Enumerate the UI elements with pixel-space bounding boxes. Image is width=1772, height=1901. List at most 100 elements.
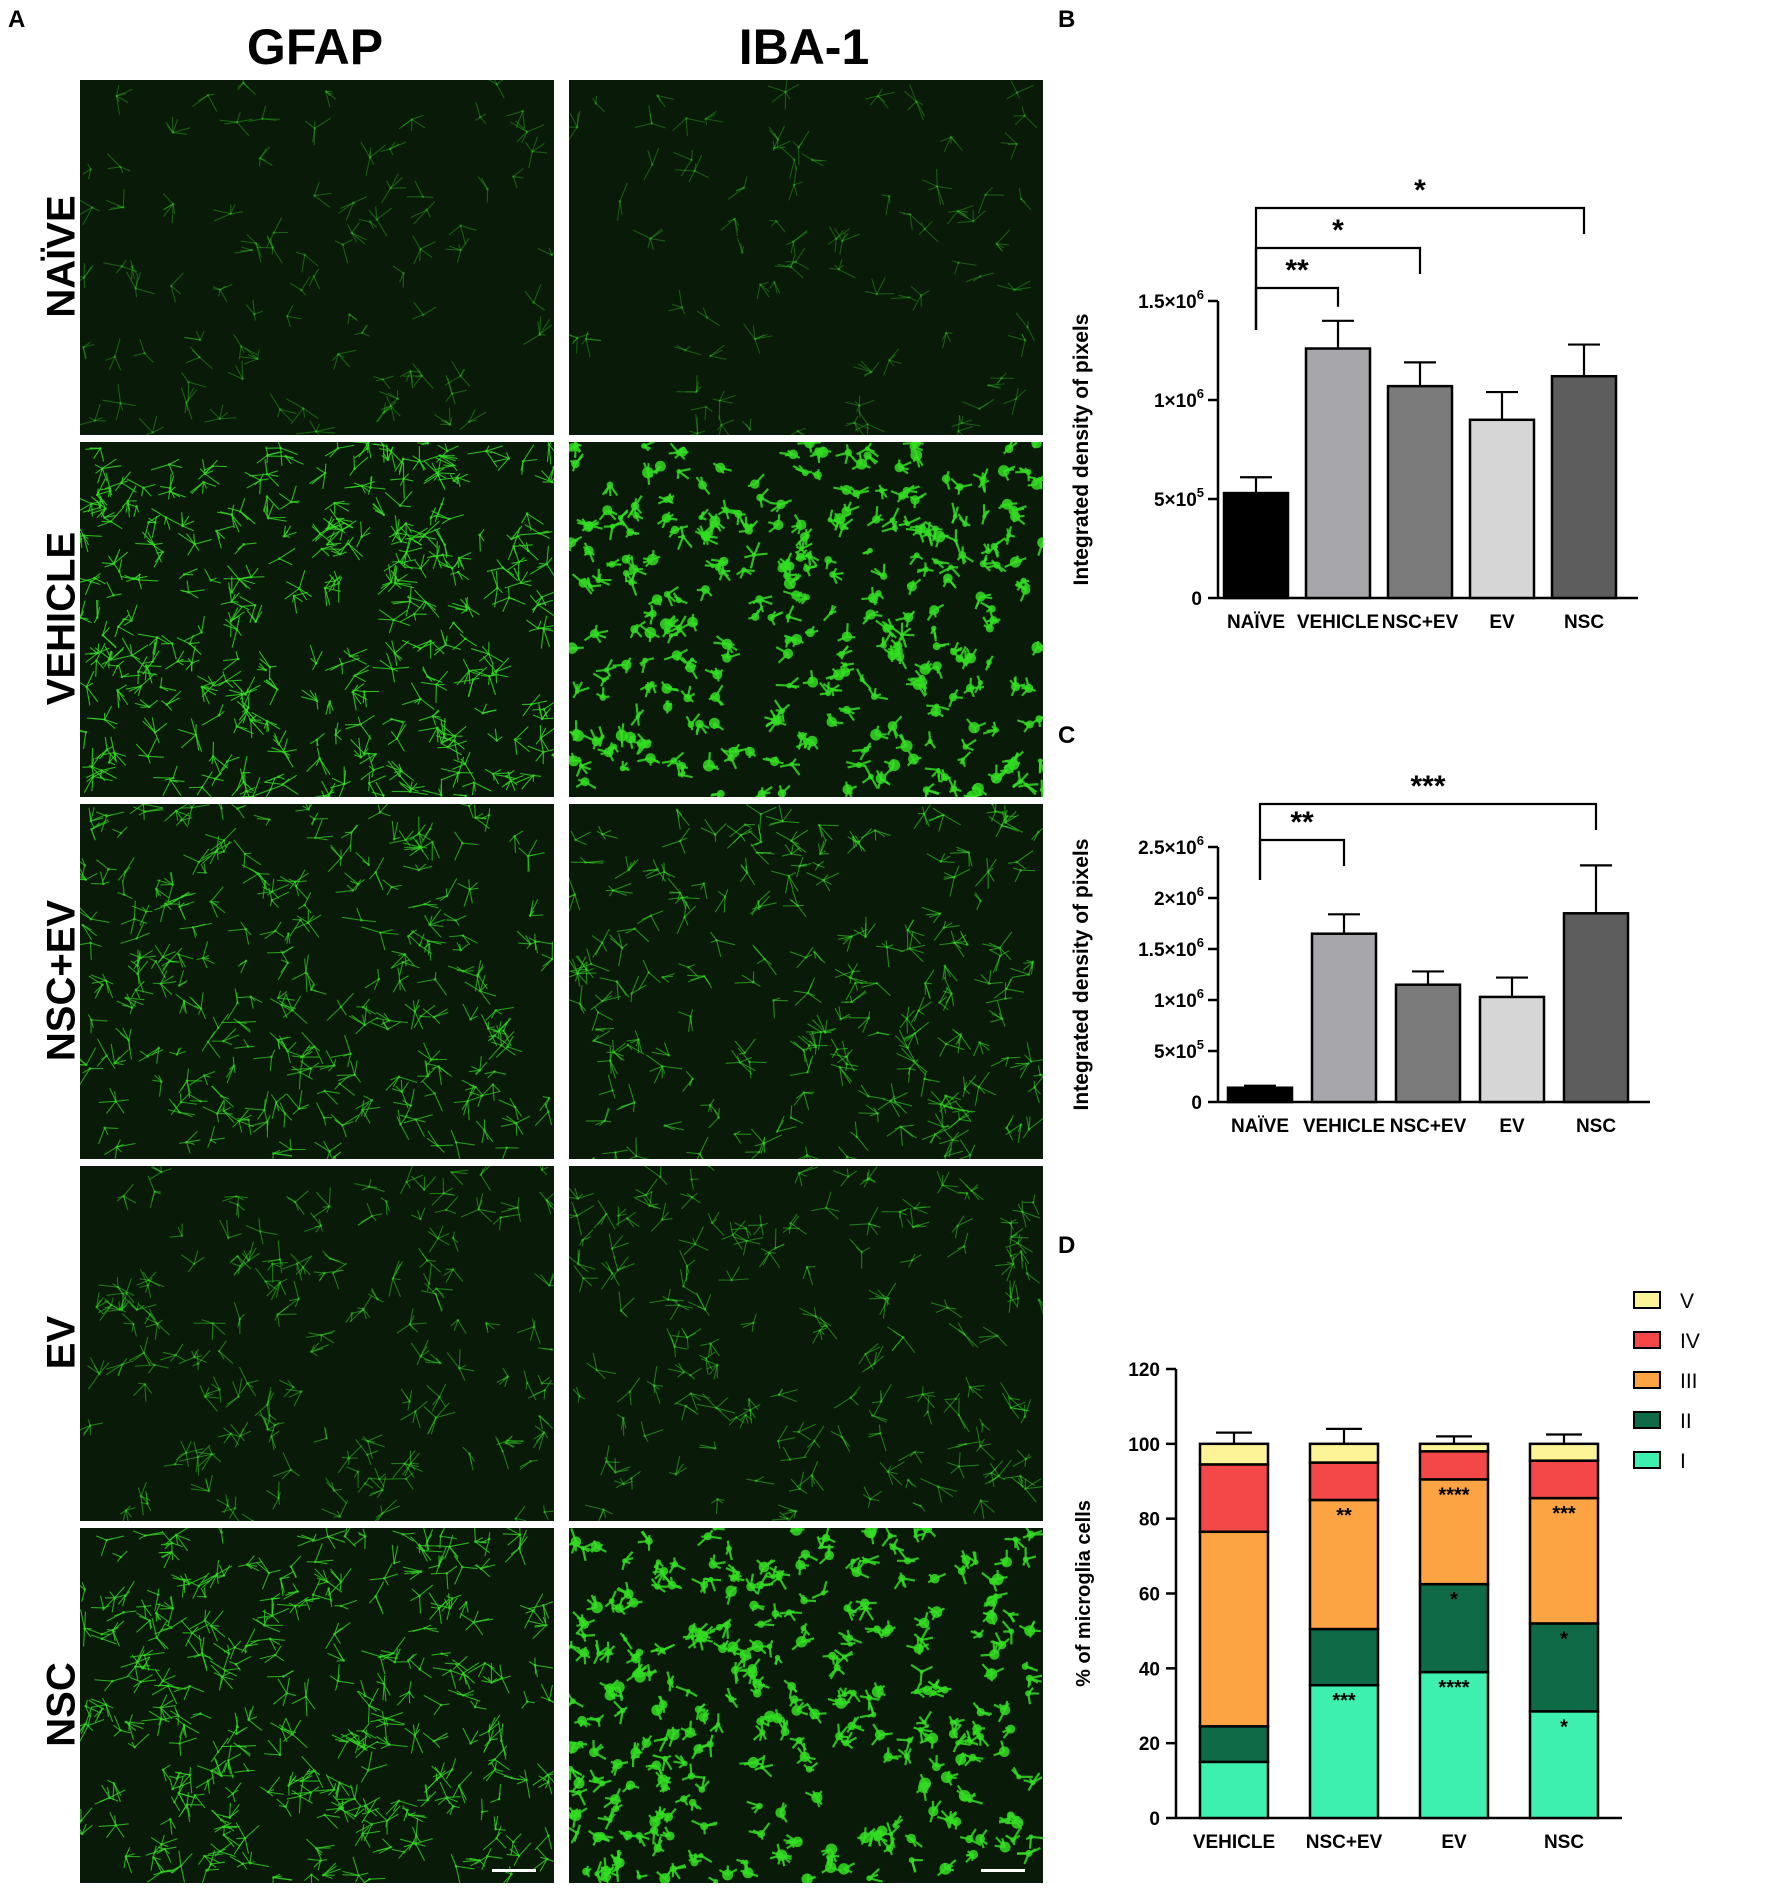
chart-c: 0 5×105 1×106 1.5×106 2×106 2.5×106 Integrated…	[1070, 770, 1650, 1137]
x-tick-label-3: EV	[1499, 1116, 1525, 1137]
star-I-3: *	[1560, 1716, 1568, 1738]
x-tick-label-1: VEHICLE	[1297, 612, 1379, 633]
segment-V-2	[1418, 1442, 1490, 1453]
y-axis-label: % of microglia cells	[1073, 1500, 1095, 1687]
bar-2	[1394, 983, 1462, 1104]
segment-IV-0	[1198, 1463, 1270, 1534]
chart-b: 0 5×105 1×106 1.5×106 Integrated density of …	[1070, 174, 1638, 633]
y-axis-label: Integrated density of pixels	[1070, 314, 1093, 586]
legend-swatch-V	[1633, 1291, 1661, 1309]
segment-III-0	[1198, 1530, 1270, 1728]
legend-label-IV: IV	[1680, 1330, 1700, 1353]
x-tick-label-4: NSC	[1564, 612, 1604, 633]
row-label-0: NAÏVE	[39, 194, 84, 318]
significance-label-1: ***	[1410, 770, 1445, 803]
x-tick-label-4: NSC	[1576, 1116, 1616, 1137]
bar-0	[1226, 1086, 1294, 1104]
micrograph-iba1-nsc	[569, 1528, 1043, 1883]
segment-II-1	[1308, 1627, 1380, 1687]
segment-IV-3	[1528, 1459, 1600, 1500]
x-tick-label-1: VEHICLE	[1303, 1116, 1385, 1137]
micrograph-gfap-ev	[80, 1166, 554, 1521]
significance-label-0: **	[1285, 254, 1309, 287]
segment-III-2	[1418, 1478, 1490, 1586]
legend-label-II: II	[1680, 1410, 1692, 1433]
segment-IV-1	[1308, 1461, 1380, 1502]
significance-label-2: *	[1414, 174, 1426, 207]
star-II-2: *	[1450, 1589, 1458, 1611]
micrograph-iba1-ev	[569, 1166, 1043, 1521]
chart-d: 0 20 40 60 80 100 120 % of microglia cells VEHIC…	[1073, 1290, 1700, 1853]
micrograph-gfap-vehicle	[80, 442, 554, 797]
segment-IV-2	[1418, 1450, 1490, 1481]
micrograph-gfap-nsc-ev	[80, 804, 554, 1159]
significance-bracket-1	[1258, 802, 1598, 880]
bar-4	[1562, 912, 1630, 1104]
bar-1	[1310, 932, 1378, 1104]
star-III-3: ***	[1552, 1503, 1576, 1525]
x-tick-label-0: NAÏVE	[1227, 612, 1285, 633]
x-tick-label-3: NSC	[1544, 1832, 1584, 1853]
legend-label-I: I	[1680, 1450, 1686, 1473]
star-II-3: *	[1560, 1628, 1568, 1650]
legend-swatch-IV	[1633, 1331, 1661, 1349]
micrograph-iba1-vehicle	[569, 442, 1043, 797]
y-tick-label-5: 100	[1128, 1435, 1160, 1456]
segment-V-3	[1528, 1442, 1600, 1462]
bar-3	[1478, 995, 1546, 1104]
micrograph-gfap-nsc	[80, 1528, 554, 1883]
y-tick-label-2: 40	[1139, 1659, 1160, 1680]
x-tick-label-0: NAÏVE	[1231, 1116, 1289, 1137]
significance-bracket-0	[1258, 838, 1346, 880]
row-label-3: EV	[39, 1315, 84, 1369]
legend-label-III: III	[1680, 1370, 1698, 1393]
x-tick-label-2: NSC+EV	[1382, 612, 1459, 633]
star-I-2: ****	[1438, 1677, 1469, 1699]
y-tick-label-4: 80	[1139, 1510, 1160, 1531]
x-tick-label-3: EV	[1489, 612, 1515, 633]
micrograph-iba1-nsc-ev	[569, 804, 1043, 1159]
column-header-gfap: GFAP	[246, 19, 384, 75]
row-label-4: NSC	[39, 1661, 84, 1747]
y-tick-label-4: 2×106	[1154, 884, 1204, 910]
y-tick-label-0: 0	[1191, 1093, 1202, 1114]
significance-label-0: **	[1290, 806, 1314, 839]
bar-3	[1468, 418, 1536, 600]
bar-0	[1222, 491, 1290, 600]
y-tick-label-2: 1×106	[1154, 386, 1204, 412]
significance-bracket-2	[1254, 206, 1586, 330]
y-tick-label-3: 1.5×106	[1138, 935, 1204, 961]
segment-I-1	[1308, 1683, 1380, 1820]
y-tick-label-2: 1×106	[1154, 986, 1204, 1012]
y-tick-label-3: 1.5×106	[1138, 287, 1204, 313]
star-III-1: **	[1336, 1505, 1352, 1527]
segment-II-0	[1198, 1725, 1270, 1764]
significance-label-1: *	[1332, 214, 1344, 247]
legend-swatch-I	[1633, 1451, 1661, 1469]
scale-bar	[492, 1869, 536, 1872]
y-tick-label-0: 0	[1191, 589, 1202, 610]
x-tick-label-2: NSC+EV	[1390, 1116, 1467, 1137]
y-tick-label-5: 2.5×106	[1138, 833, 1204, 859]
bar-2	[1386, 384, 1454, 600]
segment-V-1	[1308, 1442, 1380, 1464]
row-label-1: VEHICLE	[39, 531, 84, 705]
y-tick-label-6: 120	[1128, 1360, 1160, 1381]
x-tick-label-0: VEHICLE	[1193, 1832, 1275, 1853]
segment-I-3	[1528, 1710, 1600, 1820]
panel-b-letter: B	[1058, 6, 1076, 33]
significance-bracket-0	[1254, 286, 1340, 330]
panel-a-letter: A	[8, 6, 26, 33]
x-tick-label-1: NSC+EV	[1306, 1832, 1383, 1853]
y-axis-label: Integrated density of pixels	[1070, 839, 1093, 1111]
scale-bar	[981, 1869, 1025, 1872]
bar-1	[1304, 347, 1372, 600]
legend-label-V: V	[1680, 1290, 1694, 1313]
segment-I-0	[1198, 1760, 1270, 1820]
micrograph-gfap-naive	[80, 80, 554, 435]
y-tick-label-1: 5×105	[1154, 1037, 1204, 1063]
micrograph-iba1-naive	[569, 80, 1043, 435]
y-tick-label-3: 60	[1139, 1585, 1160, 1606]
legend-swatch-II	[1633, 1411, 1661, 1429]
legend-swatch-III	[1633, 1371, 1661, 1389]
